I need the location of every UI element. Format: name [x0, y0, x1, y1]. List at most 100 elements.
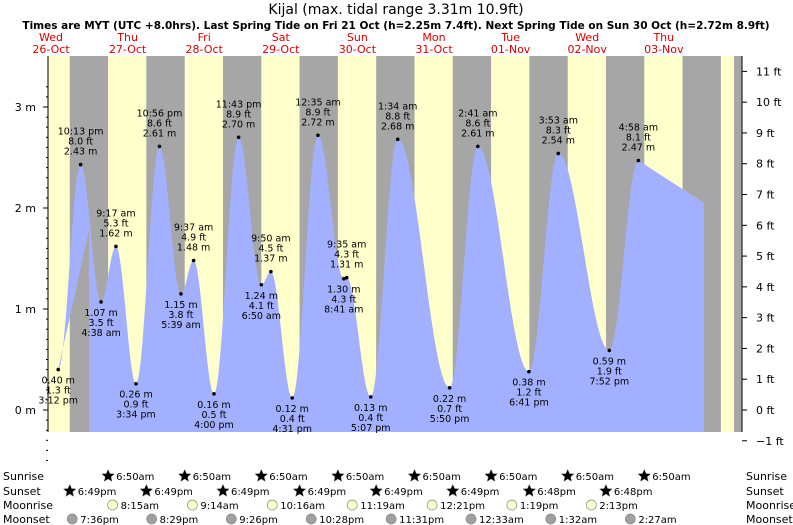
tide-extreme-label: 8.1 ft	[626, 133, 651, 144]
tide-extreme-label: 0.4 ft	[358, 413, 383, 424]
tide-extreme-label: 1.30 m	[327, 285, 360, 296]
tide-extreme-label: 12:35 am	[295, 97, 340, 108]
right-tick-label: 1 ft	[756, 373, 775, 386]
tide-extreme-label: 3.5 ft	[89, 318, 114, 329]
moonrise-icon	[187, 499, 198, 511]
moonset-time: 9:26pm	[239, 515, 278, 525]
sunrise-time: 6:50am	[422, 472, 460, 483]
tide-extreme-point	[368, 395, 373, 399]
tide-extreme-point	[56, 367, 61, 372]
moonrise-icon	[266, 499, 278, 511]
tide-extreme-label: 8.9 ft	[305, 107, 330, 118]
day-date-label: 02-Nov	[567, 43, 607, 56]
sunset-icon	[216, 483, 230, 497]
tide-extreme-label: 1.2 ft	[516, 388, 541, 399]
tide-extreme-label: 8:41 am	[324, 305, 363, 316]
tide-extreme-label: 4:38 am	[81, 328, 120, 339]
sunset-row-label: Sunset	[3, 485, 41, 498]
sunrise-time: 6:50am	[193, 472, 231, 483]
tide-extreme-point	[344, 275, 349, 280]
day-weekday-label: Wed	[39, 31, 63, 44]
tide-extreme-point	[342, 276, 346, 281]
tide-extreme-label: 0.59 m	[593, 356, 626, 367]
sunrise-time: 6:50am	[652, 472, 690, 483]
tide-area-path	[58, 135, 704, 433]
tide-extreme-label: 0.12 m	[276, 404, 309, 415]
moonrise-icon	[346, 499, 358, 511]
tide-extreme-label: 9:35 am	[327, 240, 366, 251]
sunrise-row-label-right: Sunrise	[746, 470, 787, 483]
moonset-icon	[305, 513, 317, 525]
day-date-label: 31-Oct	[415, 43, 453, 56]
right-tick-label: 6 ft	[756, 219, 775, 232]
sunset-icon	[522, 483, 537, 497]
tide-extreme-label: 9:37 am	[174, 223, 213, 234]
left-tick-label: 0 m	[15, 404, 36, 417]
tide-extreme-label: 8.8 ft	[385, 111, 410, 122]
moonset-icon	[465, 513, 477, 525]
tide-extreme-label: 8.6 ft	[147, 118, 172, 129]
tide-extreme-label: 2.68 m	[381, 121, 414, 132]
day-date-label: 03-Nov	[644, 43, 684, 56]
moonset-icon	[225, 513, 237, 525]
tide-extreme-point	[179, 292, 183, 296]
sunset-time: 6:49pm	[78, 487, 117, 498]
sunrise-time: 6:50am	[269, 472, 307, 483]
tide-extreme-label: 3:53 am	[539, 115, 578, 126]
tide-extreme-label: 2.61 m	[461, 128, 494, 139]
tide-extreme-label: 5.3 ft	[103, 218, 128, 229]
sunrise-icon	[484, 468, 498, 482]
tide-extreme-point	[636, 158, 641, 163]
sunrise-icon	[254, 468, 269, 482]
tide-extreme-label: 5:50 pm	[430, 414, 470, 425]
moonrise-icon	[426, 499, 438, 511]
tide-area	[58, 135, 704, 433]
day-weekday-label: Mon	[422, 31, 445, 44]
tide-extreme-label: 8.0 ft	[68, 137, 93, 148]
tide-extreme-label: 9:17 am	[96, 208, 135, 219]
tide-extreme-label: 4.1 ft	[249, 301, 274, 312]
tide-extreme-label: 0.9 ft	[123, 400, 148, 411]
sunset-time: 6:48pm	[537, 487, 576, 498]
tide-extreme-label: 4:00 pm	[194, 420, 234, 431]
tide-extreme-label: 1.48 m	[177, 243, 210, 254]
tide-extreme-point	[99, 300, 103, 304]
tide-extreme-label: 2.61 m	[143, 128, 176, 139]
tide-extreme-label: 1.24 m	[245, 291, 278, 302]
tide-extreme-label: 9:50 am	[251, 234, 290, 245]
right-tick-label: 9 ft	[756, 127, 775, 140]
tide-extreme-label: 2.43 m	[64, 147, 97, 158]
moonset-icon	[545, 513, 557, 525]
right-tick-label: 8 ft	[756, 158, 775, 171]
sunset-time: 6:49pm	[154, 487, 193, 498]
chart-title: Kijal (max. tidal range 3.31m 10.9ft)	[268, 2, 523, 18]
left-tick-label: 2 m	[15, 202, 36, 215]
right-tick-label: 7 ft	[756, 189, 775, 202]
right-tick-label: 3 ft	[756, 312, 775, 325]
sunrise-icon	[101, 468, 115, 482]
tide-extreme-label: 1.3 ft	[46, 386, 71, 397]
day-weekday-label: Thu	[652, 31, 674, 44]
moonset-time: 2:27am	[638, 515, 676, 525]
right-tick-label: 2 ft	[756, 342, 775, 355]
tide-extreme-label: 10:56 pm	[137, 108, 183, 119]
tide-extreme-label: 1.62 m	[99, 228, 132, 239]
tide-extreme-point	[114, 244, 118, 249]
left-tick-label: 3 m	[15, 101, 36, 114]
tide-extreme-label: 3:12 pm	[38, 396, 78, 407]
sunset-time: 6:49pm	[384, 487, 423, 498]
moonrise-time: 1:19pm	[520, 501, 559, 512]
right-tick-label: −1 ft	[756, 435, 784, 448]
tide-extreme-label: 1.15 m	[164, 300, 197, 311]
tide-extreme-label: 5:39 am	[161, 320, 200, 331]
tide-extreme-point	[556, 151, 561, 156]
tide-extreme-label: 1.9 ft	[597, 366, 622, 377]
day-date-label: 26-Oct	[32, 43, 70, 56]
sunrise-time: 6:50am	[499, 472, 537, 483]
moonset-time: 10:28pm	[319, 515, 364, 525]
day-weekday-label: Sun	[347, 31, 368, 44]
day-date-label: 30-Oct	[339, 43, 377, 56]
tide-extreme-label: 0.7 ft	[437, 404, 462, 415]
right-tick-label: 11 ft	[756, 65, 782, 78]
day-weekday-label: Fri	[198, 31, 211, 44]
